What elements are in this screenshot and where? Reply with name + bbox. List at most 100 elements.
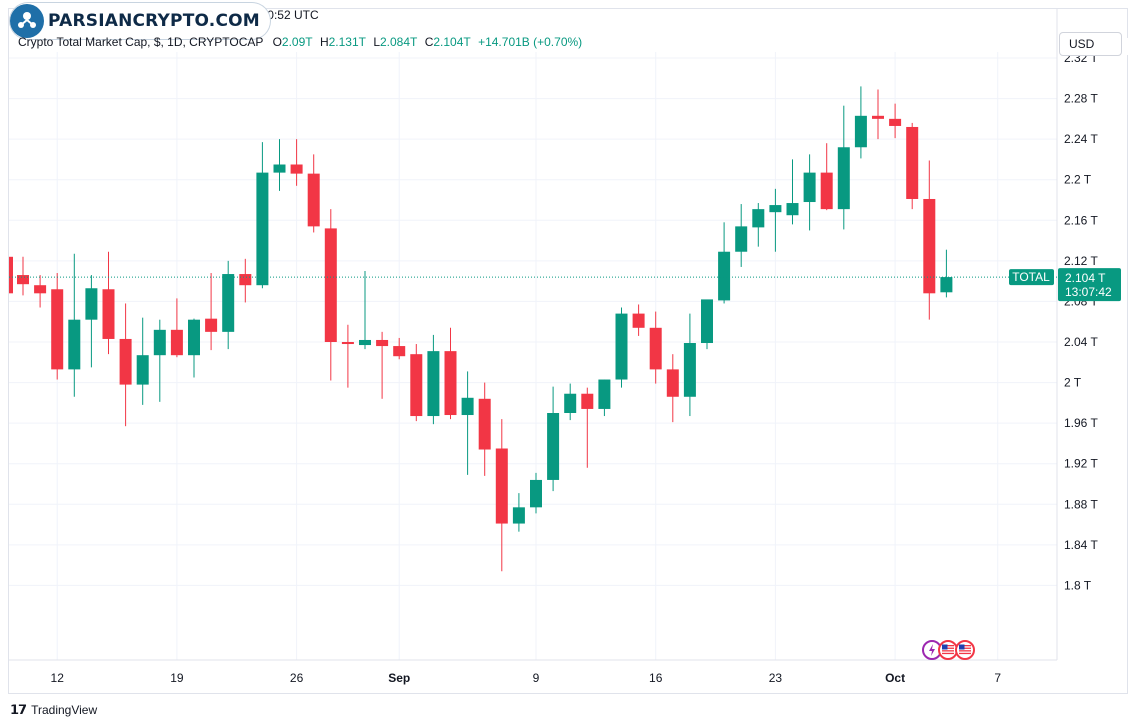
candle[interactable] (136, 317, 149, 405)
candle[interactable] (307, 154, 320, 233)
candle[interactable] (940, 249, 953, 298)
candle-body (649, 327, 662, 370)
candle-body (51, 289, 64, 370)
candle[interactable] (854, 86, 867, 159)
tradingview-brand: TradingView (31, 703, 98, 717)
candle[interactable] (512, 493, 525, 532)
candle[interactable] (803, 154, 816, 231)
candle[interactable] (752, 203, 765, 247)
candle[interactable] (34, 275, 47, 308)
candle-partial (9, 256, 13, 294)
last-price-label: 2.104 T (1065, 271, 1106, 285)
time-tick-label: 16 (649, 671, 663, 685)
time-tick-label: 12 (51, 671, 65, 685)
candle[interactable] (701, 299, 713, 350)
candle[interactable] (444, 327, 457, 420)
price-axis: 1.8 T 1.84 T 1.88 T 1.92 T 1.96 T 2 T 2.04 T 2.… (1056, 9, 1136, 660)
candle[interactable] (188, 318, 200, 378)
candle[interactable] (359, 271, 371, 350)
time-tick-label: Sep (388, 671, 410, 685)
price-tick-label: 2.16 T (1064, 213, 1098, 227)
candle-body (906, 126, 919, 199)
candle[interactable] (718, 222, 731, 304)
symbol-tag: TOTAL (1012, 270, 1050, 284)
candle[interactable] (410, 344, 423, 422)
time-tick-label: 23 (769, 671, 783, 685)
price-tick-label: 2.24 T (1064, 132, 1098, 146)
candle[interactable] (461, 371, 474, 475)
candle-body (153, 329, 166, 356)
candle[interactable] (17, 256, 29, 296)
price-change: +14.701B (+0.70%) (478, 35, 583, 49)
price-tick-label: 2.28 T (1064, 92, 1098, 106)
candle[interactable] (906, 122, 919, 210)
candle[interactable] (51, 273, 64, 380)
economic-event-flag-icon[interactable] (938, 640, 958, 660)
candle-body (803, 172, 816, 203)
price-tick-label: 1.96 T (1064, 416, 1098, 430)
candle[interactable] (649, 311, 662, 384)
candle[interactable] (923, 160, 936, 320)
price-tag-bg (1058, 268, 1121, 302)
candle[interactable] (735, 204, 748, 267)
candle[interactable] (393, 337, 406, 360)
candle[interactable] (564, 383, 577, 421)
candle-body (632, 313, 645, 328)
price-tick-label: 2.04 T (1064, 335, 1098, 349)
candle[interactable] (872, 89, 884, 140)
candle[interactable] (153, 319, 166, 402)
candle[interactable] (85, 275, 98, 368)
candle[interactable] (683, 313, 696, 417)
candle[interactable] (290, 139, 303, 186)
time-tick-label: Oct (885, 671, 905, 685)
candle[interactable] (786, 159, 799, 225)
time-tick-label: 7 (994, 671, 1001, 685)
candle[interactable] (530, 472, 542, 514)
candle-body (341, 342, 354, 345)
candle[interactable] (273, 139, 286, 191)
candle-body (889, 118, 902, 126)
candle[interactable] (324, 209, 337, 381)
economic-event-flag-icon[interactable] (955, 640, 975, 660)
candle-body (461, 397, 474, 416)
candle[interactable] (222, 260, 235, 350)
candle-body (205, 318, 218, 332)
candle[interactable] (547, 386, 560, 492)
symbol-tag-bg (1009, 269, 1054, 286)
candle[interactable] (598, 379, 611, 417)
candle[interactable] (427, 334, 440, 425)
candle-body (786, 203, 799, 216)
candle[interactable] (205, 273, 218, 351)
candle[interactable] (666, 354, 679, 423)
candle-body (68, 319, 81, 370)
candle-body (820, 172, 833, 210)
currency-button[interactable]: USD (1059, 32, 1122, 56)
candle[interactable] (170, 298, 183, 358)
candle[interactable] (376, 331, 389, 399)
candle[interactable] (256, 142, 269, 289)
candle-body (940, 277, 953, 293)
candle[interactable] (495, 419, 508, 572)
candle[interactable] (820, 143, 833, 211)
candle[interactable] (119, 303, 132, 427)
candle-body (547, 413, 560, 480)
time-tick-label: 19 (170, 671, 184, 685)
candle[interactable] (615, 307, 628, 388)
candle-body (478, 398, 491, 450)
candle[interactable] (102, 251, 115, 355)
candle-body (102, 289, 115, 339)
candle[interactable] (478, 382, 491, 476)
candle[interactable] (632, 304, 645, 336)
candle[interactable] (239, 258, 252, 303)
candle-body (837, 147, 850, 210)
candle[interactable] (341, 324, 354, 388)
candle[interactable] (68, 253, 81, 397)
candle[interactable] (837, 105, 850, 230)
candle[interactable] (769, 188, 782, 252)
candle-body (427, 351, 440, 417)
candle[interactable] (889, 103, 902, 139)
candle-body (136, 355, 149, 385)
candle[interactable] (581, 387, 594, 468)
time-tick-label: 26 (290, 671, 304, 685)
